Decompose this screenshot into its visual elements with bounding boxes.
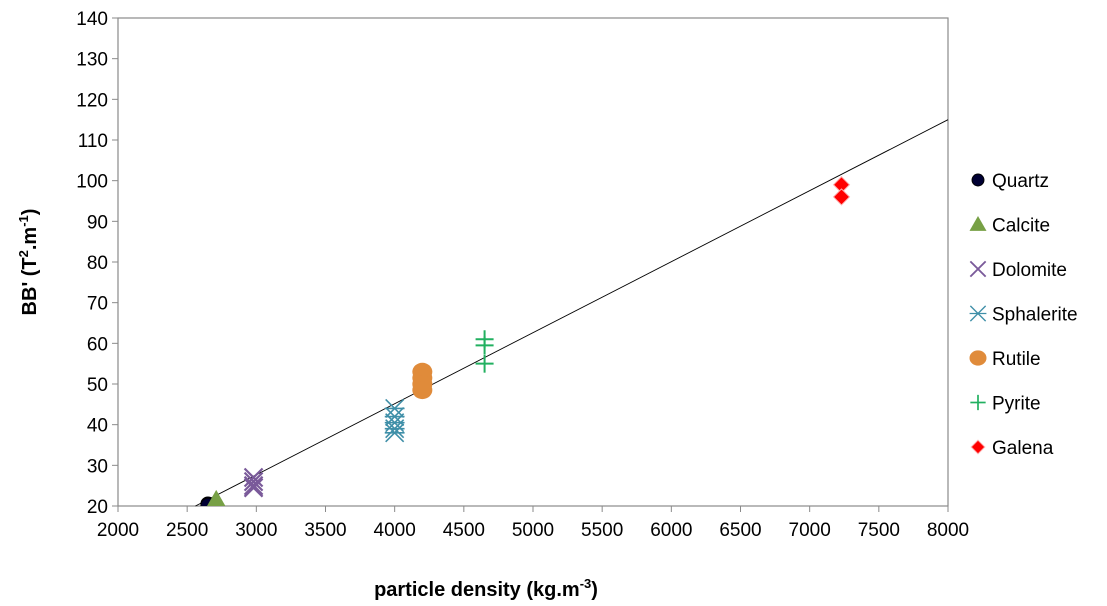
y-tick-label: 140 (76, 9, 108, 30)
y-tick-label: 130 (76, 50, 108, 71)
legend-label: Dolomite (992, 260, 1067, 281)
data-point-sphalerite (384, 423, 405, 443)
y-tick-label: 80 (87, 253, 108, 274)
y-tick-label: 70 (87, 294, 108, 315)
x-axis-title: particle density (kg.m-3) (374, 576, 598, 601)
trendline (195, 119, 949, 507)
data-point-dolomite (243, 471, 264, 492)
legend-label: Pyrite (992, 394, 1041, 415)
legend-marker-quartz (971, 173, 985, 187)
legend-label: Quartz (992, 171, 1049, 192)
x-tick-label: 5500 (581, 520, 623, 541)
x-tick-label: 5000 (512, 520, 554, 541)
y-tick-label: 60 (87, 334, 108, 355)
x-tick-label: 6000 (650, 520, 692, 541)
legend-label: Galena (992, 438, 1054, 459)
x-tick-label: 3500 (304, 520, 346, 541)
legend-marker-dolomite (969, 260, 987, 278)
legend-item-rutile: Rutile (969, 349, 1041, 370)
data-point-pyrite (475, 354, 494, 373)
x-tick-label: 7000 (789, 520, 831, 541)
x-tick-label: 4000 (374, 520, 416, 541)
legend-item-sphalerite: Sphalerite (969, 305, 1078, 326)
legend-item-quartz: Quartz (971, 171, 1049, 192)
x-tick-label: 6500 (719, 520, 761, 541)
x-tick-label: 4500 (443, 520, 485, 541)
legend-item-pyrite: Pyrite (970, 394, 1041, 415)
y-tick-label: 30 (87, 456, 108, 477)
x-tick-label: 7500 (858, 520, 900, 541)
data-point-dolomite (243, 467, 264, 488)
legend-item-dolomite: Dolomite (969, 260, 1067, 281)
legend-item-calcite: Calcite (969, 216, 1050, 237)
x-tick-label: 8000 (927, 520, 969, 541)
y-tick-label: 50 (87, 375, 108, 396)
data-point-pyrite (475, 336, 494, 355)
legend-marker-calcite (969, 216, 987, 231)
x-tick-label: 2000 (97, 520, 139, 541)
y-tick-label: 110 (78, 131, 108, 152)
y-tick-label: 40 (87, 416, 108, 437)
y-tick-label: 120 (76, 90, 108, 111)
data-point-dolomite (243, 477, 264, 498)
x-tick-label: 3000 (235, 520, 277, 541)
legend-marker-galena (970, 439, 986, 455)
legend-marker-sphalerite (969, 305, 987, 322)
legend-label: Calcite (992, 216, 1050, 237)
data-point-sphalerite (384, 398, 405, 418)
legend-marker-pyrite (970, 394, 986, 411)
plot-area (117, 17, 949, 507)
y-tick-label: 100 (76, 172, 108, 193)
legend-label: Rutile (992, 349, 1041, 370)
y-tick-label: 20 (87, 497, 108, 518)
legend-label: Sphalerite (992, 305, 1078, 326)
y-axis-title: BB' (T2.m-1) (16, 209, 41, 316)
data-point-dolomite (243, 475, 264, 496)
data-point-galena (832, 188, 851, 206)
data-point-sphalerite (384, 419, 405, 439)
data-point-calcite (210, 496, 222, 506)
x-tick-label: 2500 (166, 520, 208, 541)
legend-marker-rutile (969, 350, 987, 366)
data-point-rutile (412, 381, 433, 400)
legend-item-galena: Galena (970, 438, 1054, 459)
y-tick-label: 90 (87, 212, 108, 233)
